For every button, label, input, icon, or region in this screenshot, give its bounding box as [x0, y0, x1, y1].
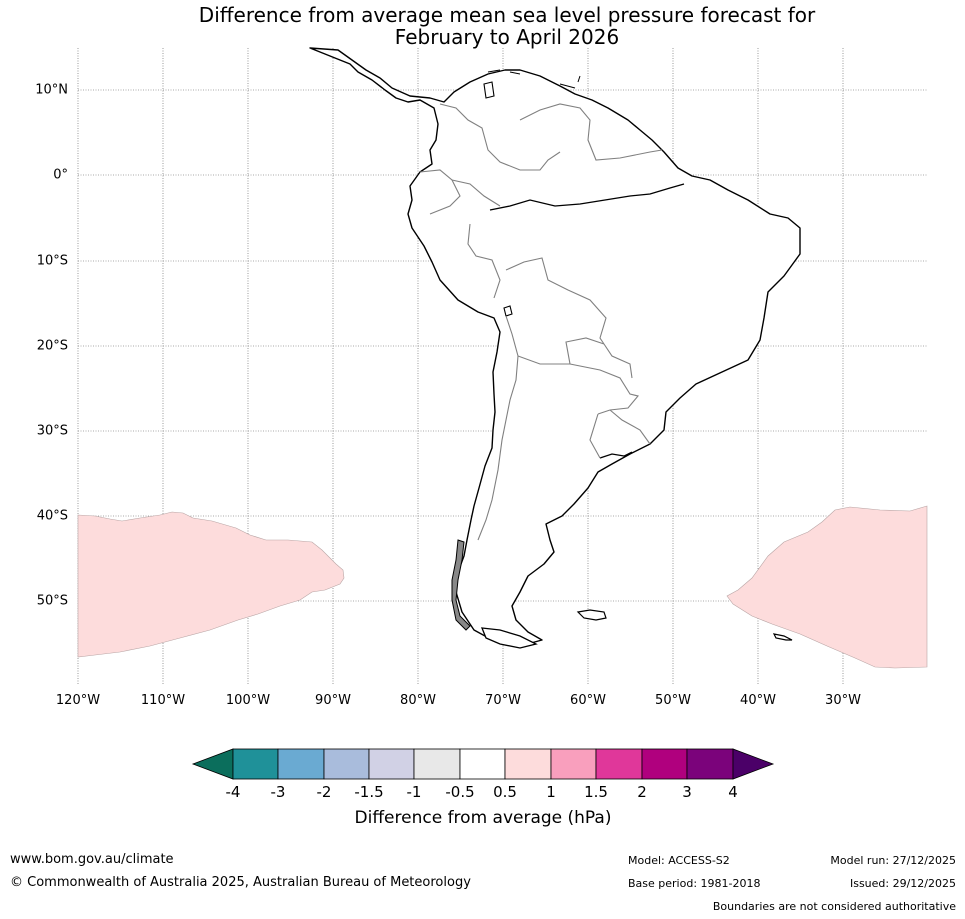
- lon-label-70w: 70°W: [485, 693, 521, 708]
- lat-label-10s: 10°S: [36, 253, 68, 269]
- amazon-river: [489, 183, 685, 211]
- lon-label-60w: 60°W: [570, 693, 606, 708]
- lon-label-30w: 30°W: [825, 693, 861, 708]
- colorbar-tick-label: -1: [406, 783, 422, 801]
- footer-model-run: Model run: 27/12/2025: [830, 854, 956, 867]
- footer-disclaimer: Boundaries are not considered authoritat…: [712, 900, 956, 913]
- chart-title-line-1: Difference from average mean sea level p…: [198, 3, 816, 27]
- lake-titicaca: [503, 305, 513, 317]
- lon-label-120w: 120°W: [55, 693, 101, 708]
- anomaly-region-atlantic: [726, 505, 928, 669]
- country-borders: [419, 103, 663, 541]
- lon-label-40w: 40°W: [740, 693, 776, 708]
- chart-title-line-2: February to April 2026: [394, 25, 620, 49]
- rio-de-la-plata: [599, 451, 633, 459]
- colorbar-tick-label: 3: [682, 783, 692, 801]
- anomaly-region-pacific: [77, 511, 345, 658]
- lat-label-40s: 40°S: [36, 508, 68, 524]
- lat-label-20s: 20°S: [36, 338, 68, 354]
- colorbar-tick-label: -2: [316, 783, 332, 801]
- colorbar-tick-label: -1.5: [354, 783, 384, 801]
- falkland-islands: [576, 609, 607, 621]
- lake-maracaibo: [483, 81, 495, 99]
- south-america-landmass: [309, 47, 801, 647]
- chart-title: Difference from average mean sea level p…: [0, 4, 965, 48]
- colorbar-tick-label: 1: [546, 783, 556, 801]
- lat-label-0: 0°: [53, 167, 68, 183]
- colorbar-tick-label: -4: [225, 783, 241, 801]
- tierra-del-fuego: [480, 627, 538, 649]
- lat-label-30s: 30°S: [36, 423, 68, 439]
- colorbar-tick-label: -3: [270, 783, 286, 801]
- footer-copyright: © Commonwealth of Australia 2025, Austra…: [10, 875, 471, 890]
- colorbar-label: Difference from average (hPa): [354, 808, 612, 828]
- lon-label-100w: 100°W: [225, 693, 271, 708]
- footer-model: Model: ACCESS-S2: [628, 854, 730, 867]
- south-georgia: [772, 633, 793, 641]
- lon-label-90w: 90°W: [315, 693, 351, 708]
- lat-label-50s: 50°S: [36, 593, 68, 609]
- caribbean-islands: [487, 69, 581, 89]
- lon-label-110w: 110°W: [140, 693, 186, 708]
- footer-url: www.bom.gov.au/climate: [10, 852, 174, 867]
- colorbar-tick-label: 4: [728, 783, 738, 801]
- chilean-archipelago: [451, 539, 471, 631]
- colorbar-tick-label: 1.5: [584, 783, 608, 801]
- lon-label-50w: 50°W: [655, 693, 691, 708]
- lon-label-80w: 80°W: [400, 693, 436, 708]
- lat-label-10n: 10°N: [35, 82, 68, 98]
- colorbar-tick-label: -0.5: [445, 783, 475, 801]
- colorbar-tick-label: 2: [637, 783, 647, 801]
- footer-issued: Issued: 29/12/2025: [849, 877, 956, 890]
- footer-base-period: Base period: 1981-2018: [628, 877, 761, 890]
- colorbar-tick-label: 0.5: [493, 783, 517, 801]
